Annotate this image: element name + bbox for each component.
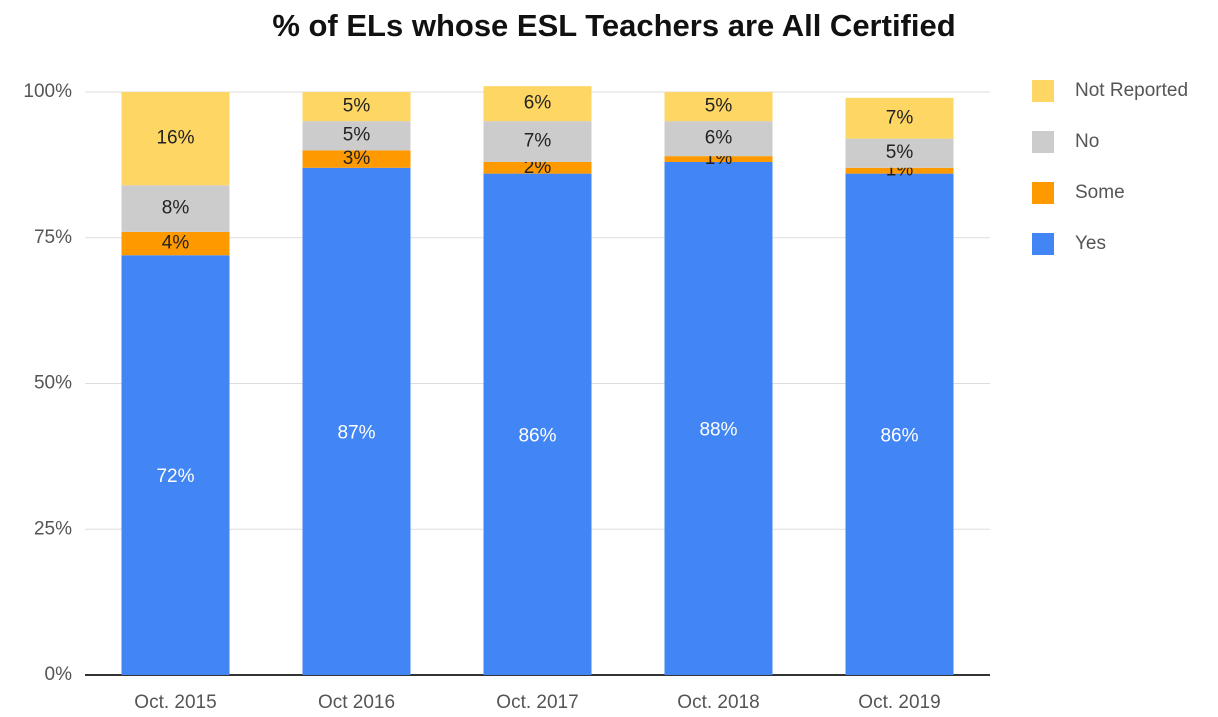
- legend-swatch: [1032, 233, 1054, 255]
- data-label: 8%: [162, 198, 190, 219]
- bar-segment: [121, 185, 230, 232]
- bar-segment: [845, 138, 954, 168]
- y-tick-label: 50%: [34, 373, 72, 394]
- x-tick-label: Oct. 2019: [858, 692, 940, 713]
- data-label: 86%: [880, 425, 918, 446]
- bar-segment: [121, 255, 230, 676]
- bar-segment: [302, 92, 411, 122]
- data-label: 6%: [705, 128, 733, 149]
- data-label: 2%: [524, 157, 552, 178]
- data-label: 72%: [156, 466, 194, 487]
- legend-swatch: [1032, 182, 1054, 204]
- legend-label: Some: [1075, 182, 1125, 203]
- data-label: 7%: [524, 131, 552, 152]
- x-tick-label: Oct. 2015: [134, 692, 216, 713]
- data-label: 7%: [886, 107, 914, 128]
- y-tick-label: 25%: [34, 518, 72, 539]
- bar-segment: [664, 156, 773, 162]
- chart-title: % of ELs whose ESL Teachers are All Cert…: [272, 8, 955, 43]
- bar-segment: [121, 231, 230, 256]
- bar-segment: [664, 121, 773, 157]
- data-label: 5%: [705, 96, 733, 117]
- x-tick-label: Oct 2016: [318, 692, 395, 713]
- data-label: 5%: [343, 96, 371, 117]
- data-label: 16%: [156, 128, 194, 149]
- bar-segment: [121, 92, 230, 186]
- bar-segment: [483, 86, 592, 122]
- data-label: 3%: [343, 148, 371, 169]
- legend-label: Not Reported: [1075, 80, 1188, 101]
- bar-segment: [483, 161, 592, 174]
- data-label: 5%: [343, 125, 371, 146]
- y-tick-label: 75%: [34, 227, 72, 248]
- x-tick-label: Oct. 2017: [496, 692, 578, 713]
- bar-segment: [302, 121, 411, 151]
- legend-label: Yes: [1075, 233, 1106, 254]
- bar-segment: [845, 173, 954, 675]
- bar-segment: [845, 97, 954, 139]
- data-label: 86%: [518, 425, 556, 446]
- bar-segment: [302, 150, 411, 168]
- y-tick-label: 100%: [23, 81, 72, 102]
- y-tick-label: 0%: [45, 664, 73, 685]
- data-label: 5%: [886, 142, 914, 163]
- data-label: 88%: [699, 419, 737, 440]
- data-label: 87%: [337, 422, 375, 443]
- bar-segment: [302, 167, 411, 676]
- bar-segment: [483, 173, 592, 675]
- bar-segment: [845, 167, 954, 174]
- legend-swatch: [1032, 80, 1054, 102]
- legend-swatch: [1032, 131, 1054, 153]
- bar-segment: [664, 92, 773, 122]
- bar-segment: [664, 161, 773, 675]
- legend-label: No: [1075, 131, 1099, 152]
- x-tick-label: Oct. 2018: [677, 692, 759, 713]
- data-label: 6%: [524, 93, 552, 114]
- data-label: 4%: [162, 233, 190, 254]
- bar-segment: [483, 121, 592, 162]
